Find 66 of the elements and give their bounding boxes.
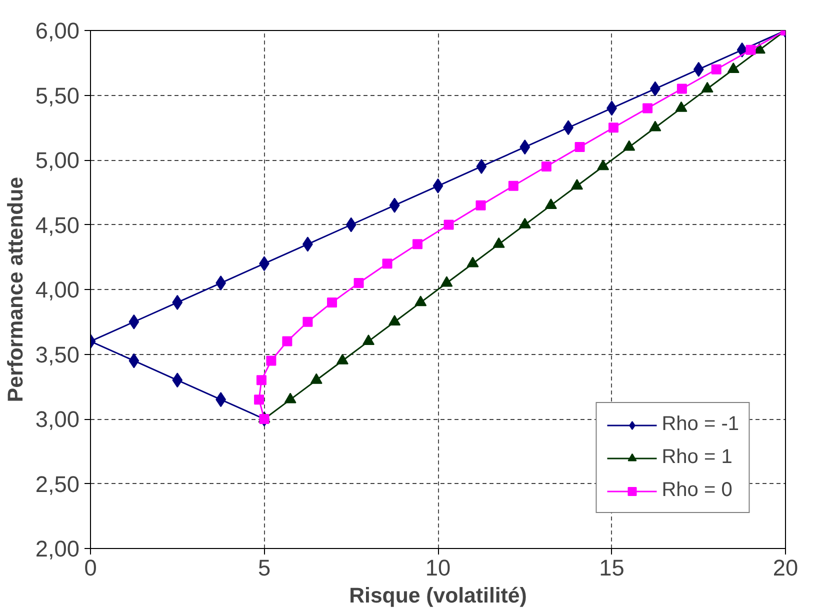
point <box>727 62 740 74</box>
point <box>623 140 636 151</box>
point <box>675 101 688 112</box>
point <box>128 353 140 368</box>
point <box>388 315 401 326</box>
y-tick-label: 3,50 <box>35 341 80 368</box>
point <box>518 218 531 228</box>
point <box>711 64 722 74</box>
point <box>282 336 292 346</box>
x-tick-label: 15 <box>599 554 624 580</box>
y-axis-title: Performance attendue <box>3 176 28 402</box>
point <box>172 294 183 310</box>
point <box>414 296 427 306</box>
point <box>310 373 322 384</box>
point <box>608 122 618 133</box>
point <box>254 394 264 405</box>
y-tick-label: 2,00 <box>35 536 80 562</box>
point <box>284 392 296 404</box>
legend-label: Rho = 0 <box>662 479 732 502</box>
x-tick-label: 10 <box>425 554 451 580</box>
point <box>642 103 653 114</box>
point <box>597 160 610 170</box>
point <box>571 179 583 190</box>
point <box>382 258 392 269</box>
point <box>302 316 313 327</box>
point <box>172 372 183 388</box>
point <box>389 198 400 213</box>
point <box>508 180 518 191</box>
point <box>440 276 453 287</box>
y-tick-label: 2,50 <box>35 470 80 497</box>
point <box>520 140 530 155</box>
point <box>466 256 479 268</box>
x-tick-label: 5 <box>258 554 271 580</box>
point <box>574 142 585 152</box>
point <box>412 239 422 250</box>
x-tick-label: 0 <box>84 554 97 580</box>
point <box>432 178 444 194</box>
point <box>327 297 338 308</box>
y-tick-label: 4,50 <box>35 212 80 238</box>
x-axis-title: Risque (volatilité) <box>349 584 527 608</box>
y-tick-label: 6,00 <box>35 18 80 44</box>
point <box>336 354 348 364</box>
y-tick-label: 3,00 <box>35 406 80 432</box>
point <box>354 278 364 288</box>
point <box>492 237 505 248</box>
point <box>693 62 704 77</box>
point <box>256 375 266 386</box>
point <box>128 314 140 330</box>
x-tick-label: 20 <box>772 554 798 580</box>
y-tick-label: 5,50 <box>35 82 80 108</box>
point <box>541 161 552 172</box>
point <box>476 158 487 174</box>
point <box>544 198 557 209</box>
point <box>362 334 374 345</box>
point <box>701 82 714 92</box>
legend-label: Rho = -1 <box>662 413 739 436</box>
point <box>746 44 756 55</box>
point <box>266 356 276 366</box>
y-tick-label: 4,00 <box>35 276 80 302</box>
point <box>346 217 356 232</box>
y-tick-label: 5,00 <box>35 147 80 173</box>
point <box>649 120 662 132</box>
point <box>476 200 486 210</box>
point <box>444 220 454 230</box>
point <box>676 84 687 94</box>
legend-label: Rho = 1 <box>662 446 732 469</box>
